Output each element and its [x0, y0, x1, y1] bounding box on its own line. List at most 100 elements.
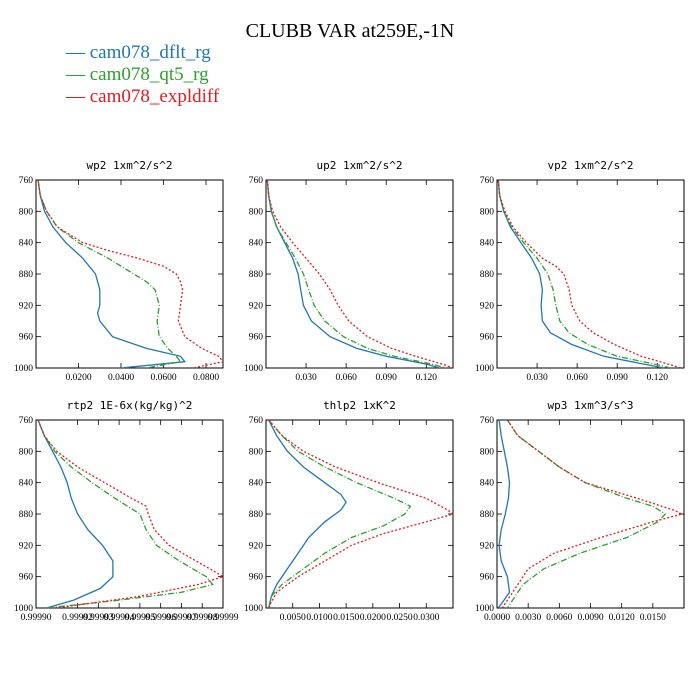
xtick-label-wp2-1: 0.0400	[108, 373, 134, 383]
legend-swatch-expldiff: —	[66, 86, 85, 107]
xtick-label-wp3-5: 0.0150	[640, 613, 666, 623]
ytick-label-vp2-6: 1000	[475, 364, 494, 374]
ytick-label-up2-2: 840	[249, 239, 264, 249]
ytick-label-wp3-1: 800	[480, 447, 495, 457]
xtick-label-thlp2-5: 0.0300	[413, 613, 439, 623]
xtick-label-thlp2-4: 0.0250	[387, 613, 413, 623]
series-line-expldiff-up2	[266, 180, 453, 368]
ytick-label-wp2-0: 760	[19, 176, 34, 186]
series-line-dflt-rtp2	[37, 420, 114, 608]
ytick-label-wp2-4: 920	[19, 301, 34, 311]
xtick-label-wp3-2: 0.0060	[546, 613, 572, 623]
ytick-label-up2-3: 880	[249, 270, 264, 280]
ytick-label-rtp2-4: 920	[19, 541, 34, 551]
xtick-label-vp2-1: 0.060	[566, 373, 588, 383]
xtick-label-vp2-0: 0.030	[526, 373, 548, 383]
panel-wp3: wp3 1xm^3/s^3 760 800 840 880 920 960 10000.000…	[475, 399, 685, 623]
figure-title: CLUBB VAR at259E,-1N	[245, 20, 455, 42]
ytick-label-thlp2-5: 960	[249, 573, 264, 583]
xtick-label-wp2-3: 0.0800	[193, 373, 219, 383]
ytick-label-rtp2-2: 840	[19, 479, 34, 489]
series-line-qt5-rtp2	[37, 420, 214, 608]
legend-label-dflt: cam078_dflt_rg	[89, 42, 211, 63]
legend-label-expldiff: cam078_expldiff	[89, 86, 220, 107]
ytick-label-vp2-0: 760	[480, 176, 495, 186]
plot-frame-vp2	[496, 179, 685, 369]
xtick-label-rtp2-8: 0.99999	[208, 613, 239, 623]
series-line-expldiff-wp2	[37, 180, 223, 368]
xtick-label-wp3-0: 0.0000	[484, 613, 510, 623]
xtick-label-rtp2-0: 0.99990	[21, 613, 52, 623]
panel-up2: up2 1xm^2/s^2 760 800 840 880 920 960 1000 0.030…	[244, 159, 454, 383]
panel-title-rtp2: rtp2 1E-6x(kg/kg)^2	[67, 399, 193, 412]
xtick-label-vp2-3: 0.120	[647, 373, 669, 383]
xtick-label-thlp2-3: 0.0200	[360, 613, 386, 623]
ytick-label-thlp2-6: 1000	[244, 604, 263, 614]
series-line-expldiff-thlp2	[268, 420, 453, 608]
series-line-qt5-thlp2	[268, 420, 412, 608]
series-line-expldiff-wp3	[501, 420, 684, 608]
ytick-label-thlp2-0: 760	[249, 416, 264, 426]
ytick-label-rtp2-5: 960	[19, 573, 34, 583]
xtick-label-rtp2-3: 0.99994	[104, 613, 135, 623]
ytick-label-rtp2-1: 800	[19, 447, 34, 457]
ytick-label-wp2-3: 880	[19, 270, 34, 280]
panel-title-up2: up2 1xm^2/s^2	[316, 159, 402, 172]
xtick-label-up2-3: 0.120	[416, 373, 438, 383]
ytick-label-up2-6: 1000	[244, 364, 263, 374]
series-line-dflt-wp3	[497, 420, 511, 608]
ytick-label-up2-0: 760	[249, 176, 264, 186]
series-line-qt5-wp3	[506, 420, 667, 608]
series-line-dflt-wp2	[37, 180, 187, 368]
panel-title-thlp2: thlp2 1xK^2	[323, 399, 396, 412]
series-line-expldiff-rtp2	[37, 420, 223, 608]
series-line-dflt-thlp2	[268, 420, 347, 608]
legend-swatch-dflt: —	[66, 42, 85, 63]
xtick-label-up2-0: 0.030	[295, 373, 317, 383]
ytick-label-up2-5: 960	[249, 333, 264, 343]
xtick-label-rtp2-4: 0.99995	[124, 613, 155, 623]
ytick-label-vp2-4: 920	[480, 301, 495, 311]
series-line-dflt-vp2	[497, 180, 665, 368]
ytick-label-vp2-3: 880	[480, 270, 495, 280]
ytick-label-up2-1: 800	[249, 207, 264, 217]
ytick-label-wp2-1: 800	[19, 207, 34, 217]
xtick-label-rtp2-1: 0.99992	[62, 613, 93, 623]
ytick-label-thlp2-1: 800	[249, 447, 264, 457]
panel-title-wp2: wp2 1xm^2/s^2	[86, 159, 172, 172]
ytick-label-wp3-2: 840	[480, 479, 495, 489]
plot-frame-wp3	[496, 419, 685, 609]
xtick-label-wp3-1: 0.0030	[515, 613, 541, 623]
ytick-label-rtp2-3: 880	[19, 510, 34, 520]
ytick-label-wp3-0: 760	[480, 416, 495, 426]
legend-label-qt5: cam078_qt5_rg	[89, 64, 209, 85]
xtick-label-up2-2: 0.090	[376, 373, 398, 383]
series-line-qt5-up2	[266, 180, 447, 368]
ytick-label-vp2-1: 800	[480, 207, 495, 217]
xtick-label-wp2-2: 0.0600	[150, 373, 176, 383]
ytick-label-wp2-2: 840	[19, 239, 34, 249]
series-line-qt5-vp2	[497, 180, 671, 368]
legend-swatch-qt5: —	[66, 64, 85, 85]
xtick-label-rtp2-7: 0.99998	[187, 613, 218, 623]
plot-frame-wp2	[35, 179, 224, 369]
panel-wp2: wp2 1xm^2/s^2 760 800 840 880 920 960 1000 0.020…	[14, 159, 224, 383]
xtick-label-thlp2-0: 0.0050	[280, 613, 306, 623]
xtick-label-vp2-2: 0.090	[607, 373, 629, 383]
ytick-label-wp3-5: 960	[480, 573, 495, 583]
legend-entry-qt5: — cam078_qt5_rg	[66, 64, 219, 86]
ytick-label-vp2-5: 960	[480, 333, 495, 343]
panel-title-vp2: vp2 1xm^2/s^2	[547, 159, 633, 172]
ytick-label-wp3-4: 920	[480, 541, 495, 551]
ytick-label-up2-4: 920	[249, 301, 264, 311]
ytick-label-vp2-2: 840	[480, 239, 495, 249]
panel-rtp2: rtp2 1E-6x(kg/kg)^2 760 800 840 880 920 960 100…	[14, 399, 239, 623]
legend-entry-dflt: — cam078_dflt_rg	[66, 42, 219, 64]
series-line-qt5-wp2	[37, 180, 182, 368]
xtick-label-wp2-0: 0.0200	[65, 373, 91, 383]
ytick-label-thlp2-4: 920	[249, 541, 264, 551]
ytick-label-wp2-5: 960	[19, 333, 34, 343]
ytick-label-wp2-6: 1000	[14, 364, 33, 374]
